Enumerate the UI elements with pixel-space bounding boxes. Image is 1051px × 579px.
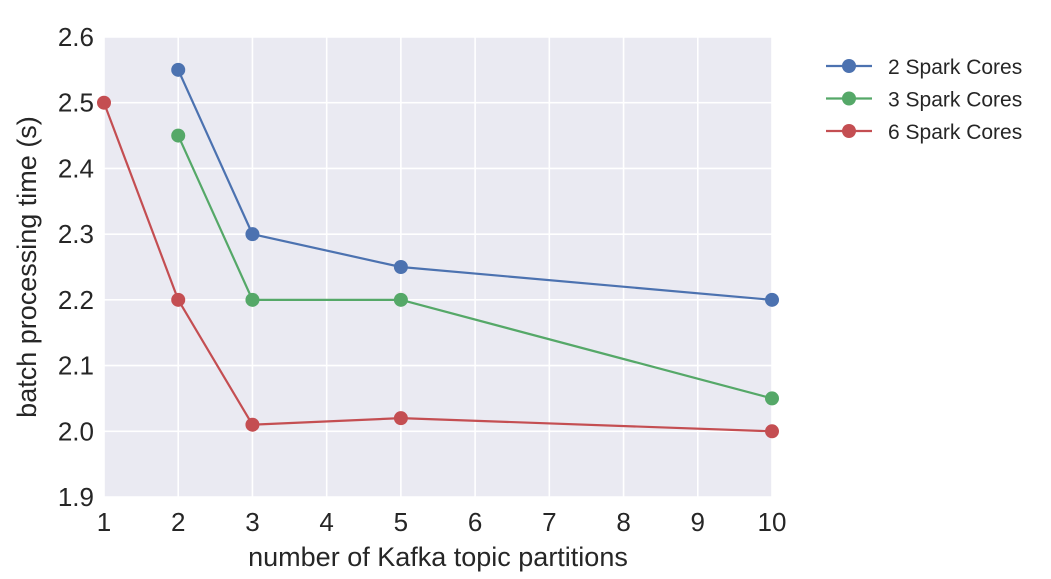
x-tick-label: 5 [394, 507, 408, 537]
series-line [177, 69, 773, 301]
legend-item: 3 Spark Cores [826, 89, 1022, 112]
series-group [97, 62, 779, 439]
y-tick-label: 2.6 [58, 22, 94, 52]
x-axis-label: number of Kafka topic partitions [248, 542, 628, 572]
x-tick-label: 6 [468, 507, 482, 537]
x-tick-label: 3 [245, 507, 259, 537]
y-tick-label: 2.5 [58, 88, 94, 118]
tick-labels: 1 2 3 4 5 6 7 8 9 10 1.9 2.0 2.1 2.2 2.3 2.4 2.5 2.6 [58, 22, 787, 537]
data-point [171, 128, 186, 143]
y-tick-label: 2.2 [58, 285, 94, 315]
y-tick-label: 2.0 [58, 416, 94, 446]
series-3 [97, 95, 779, 439]
series-1 [171, 62, 779, 307]
data-point [245, 227, 260, 242]
y-tick-label: 2.3 [58, 219, 94, 249]
data-point [97, 95, 111, 110]
legend: 2 Spark Cores 3 Spark Cores 6 Spark Cores [826, 56, 1022, 144]
legend-label: 3 Spark Cores [888, 89, 1022, 112]
data-point [393, 292, 408, 307]
legend-item: 2 Spark Cores [826, 56, 1022, 79]
data-point [765, 391, 779, 406]
x-tick-label: 4 [319, 507, 333, 537]
legend-label: 2 Spark Cores [888, 56, 1022, 79]
data-point [245, 417, 260, 432]
series-line [177, 135, 773, 400]
series-2 [171, 128, 779, 406]
x-tick-label: 10 [758, 507, 787, 537]
grid [103, 36, 773, 498]
legend-item: 6 Spark Cores [826, 121, 1022, 144]
x-tick-label: 7 [542, 507, 556, 537]
legend-marker [842, 59, 856, 73]
data-point [393, 260, 408, 274]
legend-marker [842, 124, 856, 138]
x-tick-label: 9 [691, 507, 705, 537]
data-point [393, 411, 408, 426]
x-tick-label: 1 [97, 507, 111, 537]
data-point [765, 424, 779, 439]
data-point [765, 292, 779, 307]
data-point [171, 62, 186, 77]
x-tick-label: 2 [171, 507, 185, 537]
data-point [171, 292, 186, 307]
y-tick-label: 1.9 [58, 482, 94, 512]
y-tick-label: 2.4 [58, 153, 94, 183]
legend-marker [842, 91, 856, 106]
y-axis-label: batch processing time (s) [12, 116, 42, 418]
y-tick-label: 2.1 [58, 351, 94, 381]
legend-label: 6 Spark Cores [888, 121, 1022, 144]
x-tick-label: 8 [616, 507, 630, 537]
data-point [245, 292, 260, 307]
